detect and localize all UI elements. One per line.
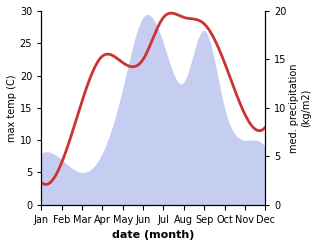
- X-axis label: date (month): date (month): [112, 230, 194, 240]
- Y-axis label: max temp (C): max temp (C): [7, 74, 17, 142]
- Y-axis label: med. precipitation
(kg/m2): med. precipitation (kg/m2): [289, 63, 311, 153]
